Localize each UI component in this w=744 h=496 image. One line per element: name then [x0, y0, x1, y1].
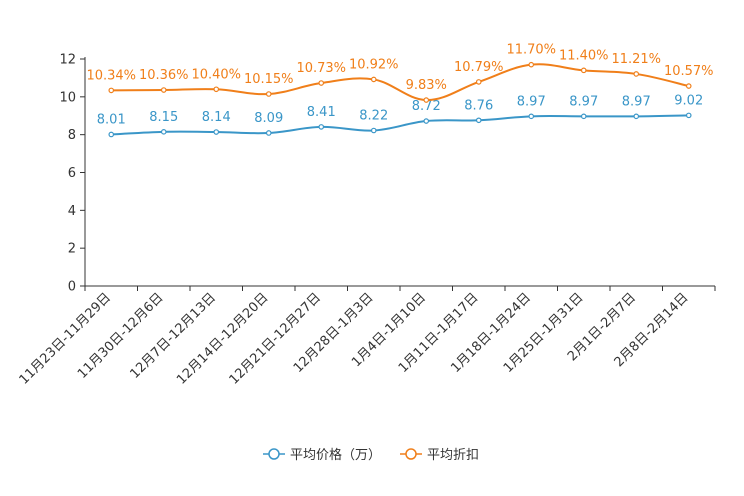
- data-label: 8.97: [569, 94, 598, 109]
- data-point[interactable]: [370, 76, 377, 83]
- data-point[interactable]: [528, 113, 535, 120]
- data-point[interactable]: [580, 113, 587, 120]
- legend-marker-icon: [268, 448, 280, 460]
- data-label: 9.02: [674, 93, 703, 108]
- data-label: 8.76: [464, 98, 493, 113]
- data-point[interactable]: [580, 67, 587, 74]
- data-label: 11.21%: [611, 52, 661, 67]
- data-label: 10.40%: [191, 67, 241, 82]
- data-label: 8.01: [97, 112, 126, 127]
- series-0: 8.01 8.15 8.14 8.09 8.41 8.22 8.72 8.76 8.97 8.97…: [97, 93, 703, 138]
- data-point[interactable]: [423, 118, 430, 124]
- data-label: 10.79%: [454, 60, 504, 75]
- data-point[interactable]: [528, 61, 535, 68]
- data-point[interactable]: [633, 113, 640, 120]
- y-tick-label: 0: [68, 280, 76, 295]
- data-label: 8.72: [412, 99, 441, 114]
- y-tick-label: 4: [68, 204, 76, 219]
- data-label: 11.70%: [506, 43, 556, 58]
- data-point[interactable]: [475, 79, 482, 85]
- data-point[interactable]: [475, 117, 482, 124]
- chart-axes: 02468101211月23日-11月29日11月30日-12月6日12月7日-…: [17, 53, 716, 388]
- x-tick-label: 11月23日-11月29日: [17, 290, 114, 387]
- data-point[interactable]: [108, 131, 115, 138]
- y-tick-label: 10: [59, 90, 76, 105]
- data-point[interactable]: [318, 80, 325, 86]
- data-label: 8.97: [622, 94, 651, 109]
- data-point[interactable]: [265, 91, 272, 97]
- data-label: 8.41: [307, 105, 336, 120]
- data-label: 8.97: [517, 94, 546, 109]
- y-tick-label: 6: [68, 166, 76, 181]
- legend-item[interactable]: 平均折扣: [400, 448, 479, 463]
- data-label: 10.34%: [86, 68, 136, 83]
- data-point[interactable]: [160, 87, 167, 93]
- data-label: 10.92%: [349, 57, 399, 72]
- data-point[interactable]: [685, 83, 692, 89]
- data-point[interactable]: [213, 129, 220, 135]
- data-label: 8.22: [359, 109, 388, 124]
- data-point[interactable]: [423, 97, 430, 103]
- series-1: 10.34% 10.36% 10.40% 10.15%10.73% 10.92% 9.83…: [86, 43, 714, 103]
- legend-marker-icon: [405, 448, 417, 460]
- data-point[interactable]: [633, 71, 640, 77]
- data-label: 8.09: [254, 111, 283, 126]
- series-line: [111, 114, 689, 136]
- data-point[interactable]: [685, 112, 692, 119]
- data-label: 8.14: [202, 110, 231, 125]
- legend-item[interactable]: 平均价格（万）: [263, 447, 381, 463]
- data-point[interactable]: [265, 130, 272, 136]
- series-line: [111, 63, 689, 102]
- data-point[interactable]: [370, 127, 377, 134]
- x-tick-label: 12月21日-12月27日: [227, 290, 324, 387]
- data-point[interactable]: [160, 129, 167, 135]
- data-point[interactable]: [213, 86, 220, 93]
- x-tick-label: 12月14日-12月20日: [174, 290, 271, 387]
- legend-label: 平均折扣: [427, 448, 479, 463]
- data-label: 9.83%: [406, 78, 447, 93]
- y-tick-label: 8: [68, 128, 76, 143]
- legend-label: 平均价格（万）: [290, 447, 381, 463]
- data-label: 10.73%: [296, 61, 346, 76]
- data-label: 10.57%: [664, 64, 714, 79]
- y-tick-label: 2: [68, 242, 76, 257]
- y-tick-label: 12: [59, 53, 76, 68]
- chart-legend[interactable]: 平均价格（万） 平均折扣: [263, 447, 479, 463]
- data-label: 11.40%: [559, 48, 609, 63]
- data-label: 8.15: [149, 110, 178, 125]
- data-point[interactable]: [318, 124, 325, 130]
- data-point[interactable]: [108, 87, 115, 94]
- data-label: 10.36%: [139, 68, 189, 83]
- chart-series: 8.01 8.15 8.14 8.09 8.41 8.22 8.72 8.76 8.97 8.97…: [86, 43, 714, 138]
- data-label: 10.15%: [244, 72, 294, 87]
